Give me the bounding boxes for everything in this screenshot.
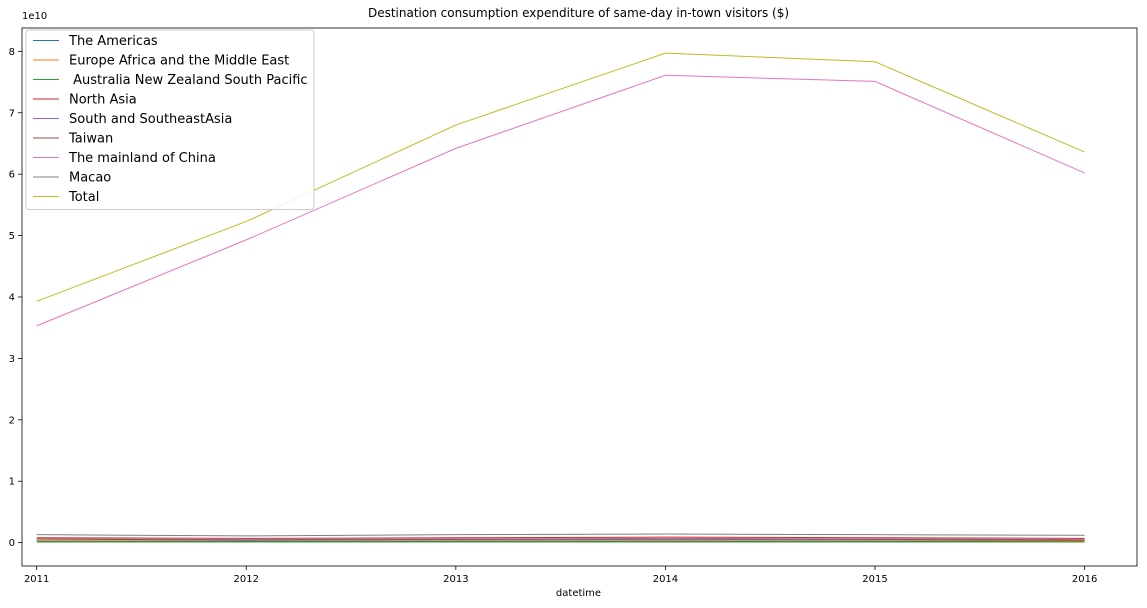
x-tick-label: 2014: [653, 574, 678, 585]
series-line-3: [36, 536, 1085, 539]
y-tick-label: 2: [9, 415, 15, 426]
y-tick-label: 4: [9, 293, 15, 304]
y-tick-label: 0: [9, 538, 15, 549]
series-line-4: [36, 537, 1085, 541]
y-tick-label: 7: [9, 108, 15, 119]
chart-title: Destination consumption expenditure of s…: [368, 6, 789, 20]
legend-label: Macao: [69, 171, 111, 186]
y-tick-label: 8: [9, 47, 15, 58]
x-tick-label: 2011: [24, 574, 49, 585]
y-tick-label: 3: [9, 354, 15, 365]
x-tick-label: 2012: [234, 574, 259, 585]
series-line-7: [36, 533, 1085, 537]
legend-label: South and SoutheastAsia: [69, 112, 232, 127]
x-tick-label: 2013: [443, 574, 468, 585]
legend-label: Australia New Zealand South Pacific: [69, 73, 308, 88]
legend-label: Europe Africa and the Middle East: [69, 54, 289, 69]
y-tick-label: 1: [9, 477, 15, 488]
y-tick-label: 5: [9, 231, 15, 242]
legend-label: North Asia: [69, 93, 137, 108]
series-line-8: [36, 52, 1085, 302]
series-line-5: [36, 538, 1085, 541]
legend-label: The Americas: [68, 34, 158, 49]
x-axis-label: datetime: [556, 588, 601, 599]
y-axis-offset-label: 1e10: [22, 11, 47, 22]
x-tick-label: 2015: [862, 574, 887, 585]
plot-area: [36, 52, 1085, 543]
legend-label: Taiwan: [68, 132, 113, 147]
x-tick-label: 2016: [1072, 574, 1097, 585]
legend-label: The mainland of China: [68, 151, 216, 166]
series-line-6: [36, 74, 1085, 327]
legend-label: Total: [68, 190, 99, 205]
y-tick-label: 6: [9, 170, 15, 181]
legend-box: [25, 29, 315, 210]
axes: 2011 2012 2013 2014 2015 2016 0 1 2 3 4 5 6 7 8: [9, 27, 1138, 585]
legend: The Americas Europe Africa and the Middle…: [25, 29, 315, 210]
